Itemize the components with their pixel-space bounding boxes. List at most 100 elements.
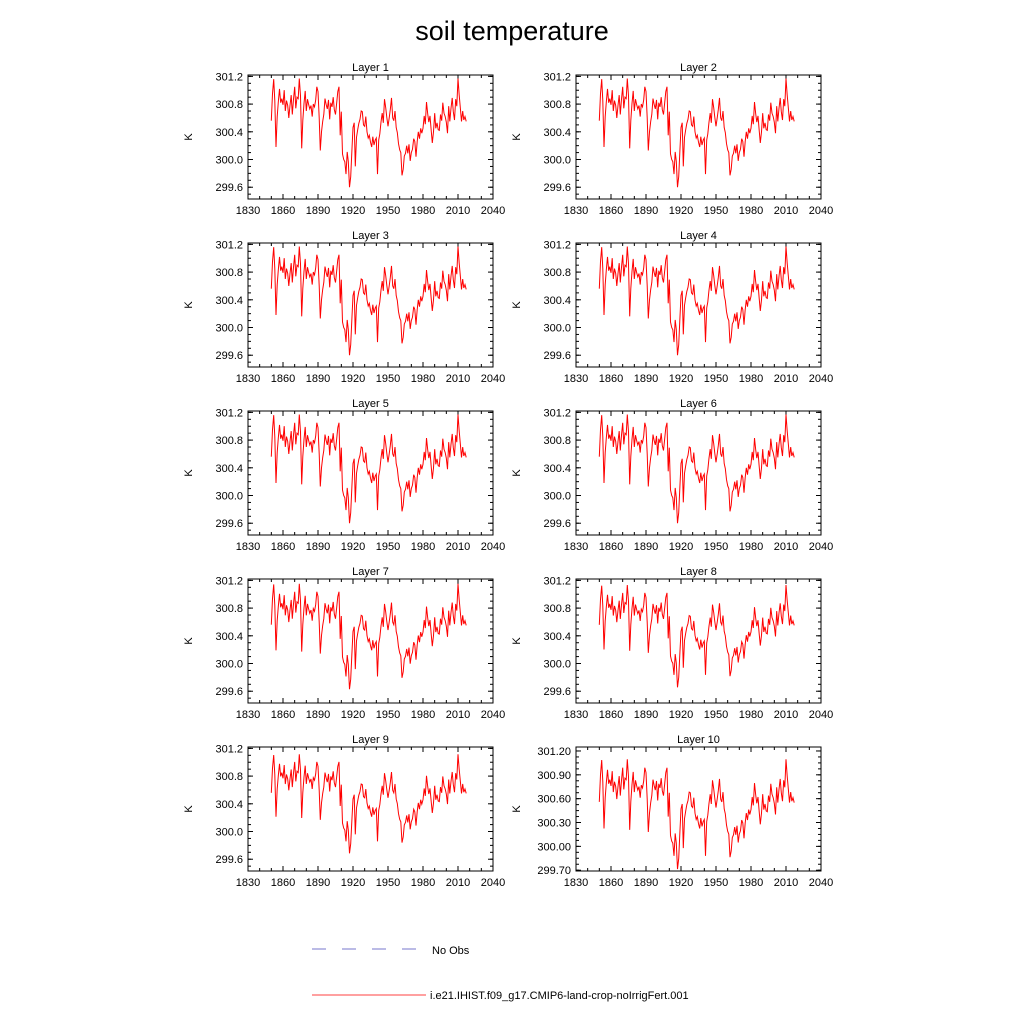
y-tick-label: 300.0 <box>215 323 243 335</box>
panel-layer-8: Layer 8 K 1830 1860 1890 1920 1950 1980 2010 2040… <box>511 566 833 721</box>
series-line <box>598 78 795 188</box>
y-tick-label: 300.0 <box>543 659 571 671</box>
panel-layer-5: Layer 5 K 1830 1860 1890 1920 1950 1980 2010 2040… <box>183 398 505 553</box>
y-tick-label: 300.4 <box>215 799 243 811</box>
x-tick-label: 2040 <box>481 541 505 553</box>
series-line <box>598 584 795 688</box>
figure-title: soil temperature <box>415 16 609 46</box>
x-tick-label: 2010 <box>446 373 470 385</box>
y-tick-label: 300.0 <box>543 323 571 335</box>
y-tick-label: 301.2 <box>215 239 243 251</box>
plot-frame <box>575 746 822 872</box>
panel-title: Layer 9 <box>352 734 389 746</box>
x-tick-label: 1860 <box>271 373 295 385</box>
panel-title: Layer 5 <box>352 398 389 410</box>
y-tick-label: 300.0 <box>215 827 243 839</box>
x-tick-label: 2010 <box>446 541 470 553</box>
y-tick-label: 300.4 <box>543 631 571 643</box>
series-line <box>270 414 467 524</box>
y-tick-label: 299.6 <box>215 182 243 194</box>
x-tick-label: 1830 <box>564 709 588 721</box>
x-tick-label: 1950 <box>704 709 728 721</box>
x-tick-label: 1860 <box>599 877 623 889</box>
x-tick-label: 1980 <box>411 709 435 721</box>
x-tick-label: 1980 <box>411 877 435 889</box>
x-tick-label: 1860 <box>599 709 623 721</box>
x-tick-label: 1830 <box>564 541 588 553</box>
y-tick-label: 300.8 <box>215 771 243 783</box>
y-tick-label: 300.8 <box>215 603 243 615</box>
panel-title: Layer 10 <box>677 734 720 746</box>
x-tick-label: 1860 <box>271 877 295 889</box>
x-tick-label: 2010 <box>446 205 470 217</box>
y-tick-label: 299.6 <box>543 518 571 530</box>
y-tick-label: 300.8 <box>543 603 571 615</box>
legend-label-no-obs: No Obs <box>432 945 470 957</box>
y-tick-label: 300.0 <box>543 155 571 167</box>
x-tick-label: 2010 <box>774 373 798 385</box>
y-tick-label: 300.00 <box>537 841 571 853</box>
series-line <box>270 583 467 690</box>
x-tick-label: 1860 <box>599 541 623 553</box>
y-tick-label: 300.4 <box>215 463 243 475</box>
x-tick-label: 1890 <box>306 373 330 385</box>
x-tick-label: 1890 <box>634 205 658 217</box>
x-tick-label: 1920 <box>341 709 365 721</box>
y-tick-label: 299.6 <box>215 854 243 866</box>
x-tick-label: 1860 <box>271 541 295 553</box>
y-axis-label: K <box>511 469 523 477</box>
series-line <box>598 246 795 356</box>
panel-layer-1: Layer 1 K 1830 1860 1890 1920 1950 1980 2010 2040… <box>183 62 505 217</box>
y-tick-label: 301.2 <box>215 407 243 419</box>
y-tick-label: 300.30 <box>537 818 571 830</box>
x-tick-label: 1980 <box>739 877 763 889</box>
y-tick-label: 300.4 <box>215 631 243 643</box>
y-tick-label: 301.2 <box>543 575 571 587</box>
panel-layer-9: Layer 9 K 1830 1860 1890 1920 1950 1980 2010 2040… <box>183 734 505 889</box>
x-tick-label: 1920 <box>341 373 365 385</box>
x-tick-label: 1920 <box>341 877 365 889</box>
y-axis-label: K <box>511 133 523 141</box>
x-tick-label: 1980 <box>739 373 763 385</box>
plot-frame <box>575 578 822 704</box>
x-tick-label: 2010 <box>774 541 798 553</box>
y-axis-label: K <box>183 469 195 477</box>
x-tick-label: 1950 <box>376 373 400 385</box>
plot-frame <box>575 242 822 368</box>
x-tick-label: 2010 <box>774 877 798 889</box>
x-tick-label: 1950 <box>704 373 728 385</box>
x-tick-label: 1950 <box>376 877 400 889</box>
panel-layer-2: Layer 2 K 1830 1860 1890 1920 1950 1980 2010 2040… <box>511 62 833 217</box>
x-tick-label: 2040 <box>809 541 833 553</box>
y-tick-label: 301.2 <box>215 575 243 587</box>
x-tick-label: 2010 <box>774 205 798 217</box>
x-tick-label: 2040 <box>481 709 505 721</box>
panel-title: Layer 2 <box>680 62 717 74</box>
series-line <box>598 414 795 524</box>
y-tick-label: 300.8 <box>543 435 571 447</box>
x-tick-label: 1980 <box>411 373 435 385</box>
panel-title: Layer 4 <box>680 230 717 242</box>
x-tick-label: 1890 <box>634 541 658 553</box>
plot-frame <box>575 410 822 536</box>
series-line <box>270 754 467 854</box>
y-tick-label: 301.2 <box>215 743 243 755</box>
x-tick-label: 1830 <box>236 373 260 385</box>
y-tick-label: 299.6 <box>543 686 571 698</box>
y-tick-label: 299.6 <box>215 518 243 530</box>
x-tick-label: 1890 <box>634 373 658 385</box>
y-tick-label: 300.4 <box>543 127 571 139</box>
x-tick-label: 1920 <box>669 709 693 721</box>
x-tick-label: 2040 <box>809 373 833 385</box>
y-tick-label: 300.60 <box>537 794 571 806</box>
y-tick-label: 300.0 <box>215 491 243 503</box>
plot-frame <box>247 74 494 200</box>
legend: No Obs i.e21.IHIST.f09_g17.CMIP6-land-cr… <box>312 945 689 1002</box>
y-tick-label: 301.2 <box>543 407 571 419</box>
x-tick-label: 1890 <box>306 709 330 721</box>
legend-label-model: i.e21.IHIST.f09_g17.CMIP6-land-crop-noIr… <box>430 990 689 1002</box>
y-tick-label: 301.20 <box>537 746 571 758</box>
x-tick-label: 2010 <box>774 709 798 721</box>
x-tick-label: 1830 <box>236 205 260 217</box>
panels: Layer 1 K 1830 1860 1890 1920 1950 1980 2010 2040… <box>183 62 833 889</box>
